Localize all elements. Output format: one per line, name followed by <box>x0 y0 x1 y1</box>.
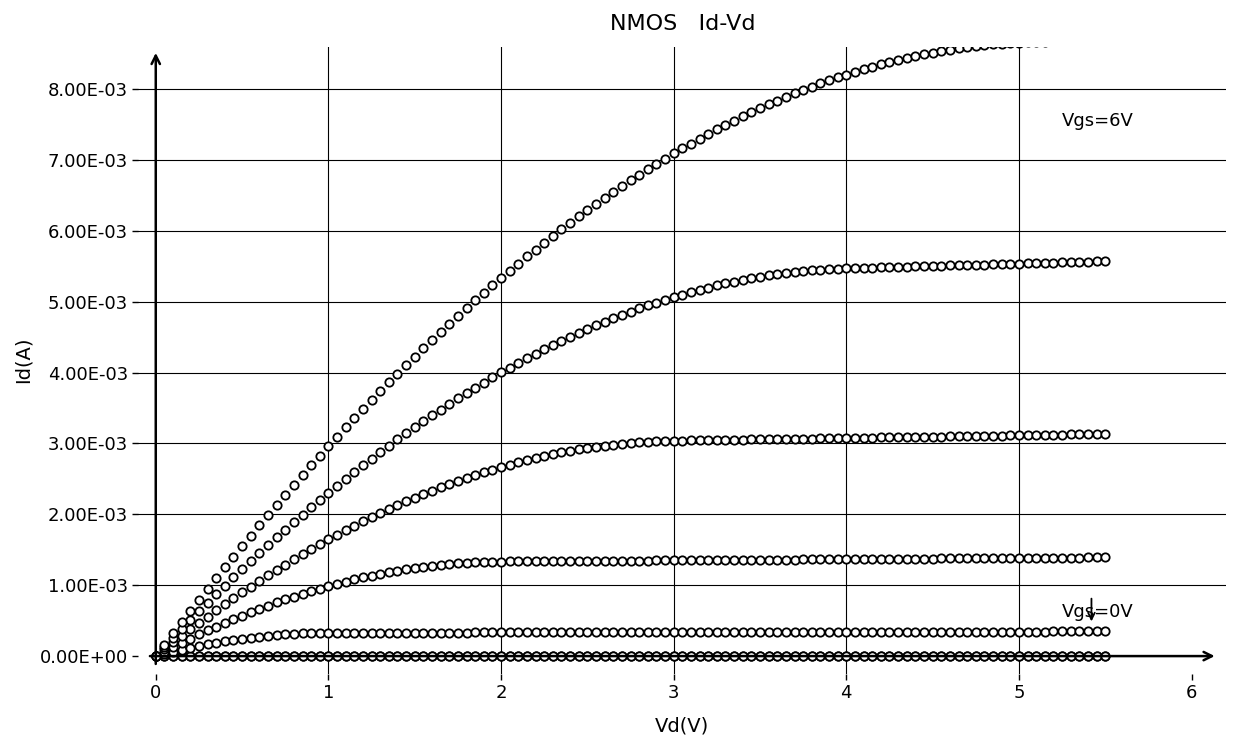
Text: Vgs=0V: Vgs=0V <box>1063 603 1133 621</box>
Title: NMOS   Id-Vd: NMOS Id-Vd <box>610 14 755 34</box>
Y-axis label: Id(A): Id(A) <box>14 337 33 383</box>
X-axis label: Vd(V): Vd(V) <box>655 716 709 735</box>
Text: Vgs=6V: Vgs=6V <box>1063 112 1135 130</box>
